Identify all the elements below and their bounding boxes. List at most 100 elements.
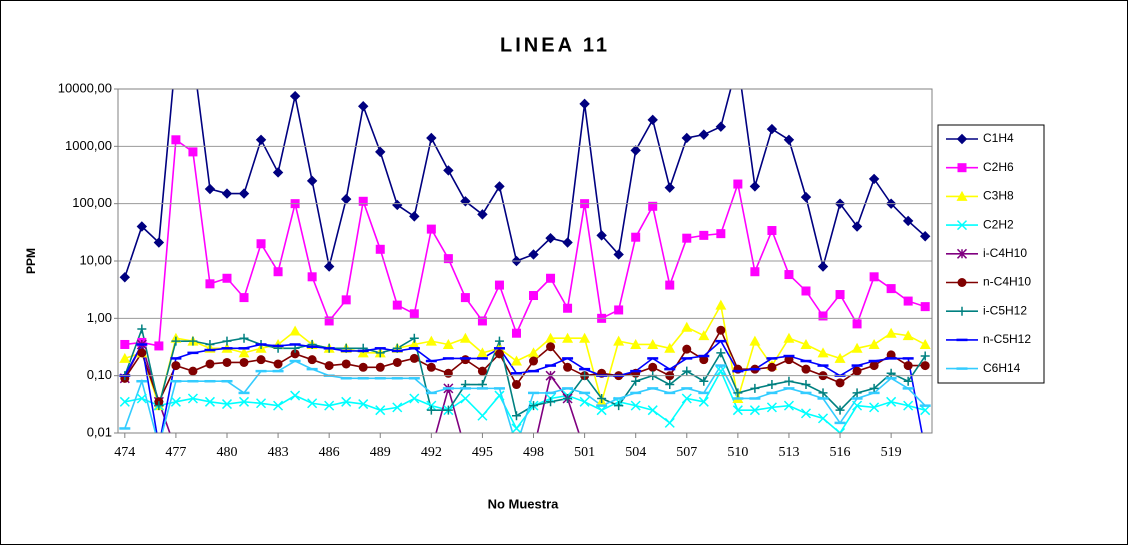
marker (647, 114, 658, 126)
marker (563, 362, 573, 372)
marker (545, 332, 557, 343)
marker (698, 129, 710, 140)
marker (171, 336, 181, 346)
y-tick-label: 100,00 (72, 195, 112, 210)
marker (630, 145, 641, 156)
marker (256, 398, 267, 409)
marker (767, 380, 777, 390)
legend-label: i-C5H12 (983, 303, 1027, 317)
legend-label: i-C4H10 (983, 246, 1027, 260)
marker (784, 270, 794, 280)
marker (613, 249, 624, 260)
y-tick-label: 10,00 (79, 252, 112, 267)
marker (597, 393, 607, 403)
marker (529, 401, 539, 411)
x-tick-label: 519 (881, 445, 902, 460)
marker (409, 211, 420, 222)
marker (957, 306, 967, 316)
marker (426, 362, 436, 372)
marker (460, 393, 471, 404)
marker (682, 344, 692, 354)
series-line (124, 89, 926, 278)
marker (170, 396, 181, 407)
marker (647, 405, 658, 416)
marker (221, 399, 233, 410)
marker (137, 324, 147, 334)
marker (119, 352, 131, 363)
marker (715, 299, 727, 310)
marker (716, 348, 726, 358)
marker (664, 417, 675, 428)
marker (171, 135, 181, 145)
marker (698, 330, 710, 341)
marker (358, 101, 369, 112)
marker (204, 396, 215, 407)
marker (546, 342, 556, 352)
marker (835, 378, 845, 388)
marker (817, 261, 829, 272)
marker (222, 336, 232, 346)
marker (529, 356, 539, 366)
legend-label: n-C5H12 (983, 332, 1031, 346)
marker (903, 296, 913, 306)
marker (358, 362, 368, 372)
marker (800, 408, 812, 419)
marker (460, 355, 470, 365)
marker (442, 338, 454, 349)
y-tick-label: 0,01 (87, 424, 112, 439)
x-tick-label: 495 (472, 445, 493, 460)
y-axis-label: PPM (24, 248, 38, 274)
marker (341, 359, 351, 369)
marker (222, 273, 232, 283)
marker (886, 284, 896, 294)
marker (596, 405, 607, 416)
marker (835, 290, 845, 300)
marker (715, 366, 726, 377)
marker (392, 300, 402, 310)
marker (426, 405, 436, 415)
marker (562, 332, 574, 343)
marker (801, 364, 811, 374)
marker (835, 405, 845, 415)
marker (767, 226, 777, 236)
marker (766, 123, 778, 135)
marker (341, 295, 351, 305)
marker (154, 401, 164, 411)
marker (920, 351, 930, 361)
marker (511, 423, 522, 433)
marker (579, 332, 591, 343)
marker (749, 181, 761, 192)
marker (631, 232, 641, 242)
marker (256, 239, 266, 249)
marker (835, 427, 846, 433)
marker (409, 393, 420, 404)
marker (869, 402, 880, 413)
marker (425, 335, 437, 346)
y-tick-label: 1,00 (87, 310, 112, 325)
marker (494, 349, 504, 359)
marker (783, 400, 794, 411)
marker (120, 339, 130, 349)
marker (579, 396, 590, 407)
marker (682, 366, 692, 376)
marker (648, 201, 658, 211)
marker (358, 196, 368, 206)
marker (273, 359, 283, 369)
marker (801, 286, 811, 296)
x-tick-label: 516 (830, 445, 851, 460)
marker (956, 248, 968, 259)
x-axis-label: No Muestra (488, 496, 560, 511)
marker (956, 133, 968, 145)
marker (273, 267, 283, 277)
marker (136, 221, 148, 232)
marker (136, 393, 147, 404)
marker (664, 342, 676, 353)
marker (784, 376, 794, 386)
marker (324, 400, 335, 411)
marker (920, 405, 931, 416)
marker (630, 338, 642, 349)
marker (510, 355, 522, 366)
marker (920, 361, 930, 371)
marker (187, 393, 198, 404)
marker (477, 366, 487, 376)
